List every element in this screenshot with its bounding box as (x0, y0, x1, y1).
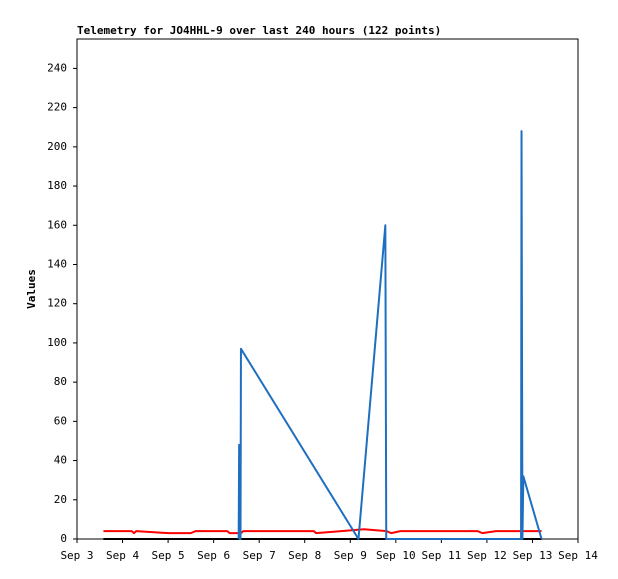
x-tick-label: Sep 5 (152, 549, 185, 562)
x-tick-label: Sep 14 (558, 549, 598, 562)
y-tick-label: 240 (47, 61, 67, 74)
y-tick-label: 40 (54, 454, 67, 467)
x-tick-label: Sep 4 (106, 549, 139, 562)
series-line (103, 528, 542, 535)
y-axis-label: Values (25, 269, 38, 309)
series-line (237, 130, 543, 540)
x-tick-label: Sep 9 (334, 549, 367, 562)
y-tick-label: 80 (54, 375, 67, 388)
y-tick-label: 200 (47, 140, 67, 153)
x-tick-label: Sep 11 (421, 549, 461, 562)
x-tick-label: Sep 6 (197, 549, 230, 562)
y-tick-label: 140 (47, 257, 67, 270)
y-tick-label: 180 (47, 179, 67, 192)
y-tick-label: 0 (60, 532, 67, 545)
y-tick-label: 160 (47, 218, 67, 231)
plot-frame (76, 38, 579, 540)
y-tick-label: 20 (54, 493, 67, 506)
x-tick-label: Sep 7 (243, 549, 276, 562)
x-tick-label: Sep 8 (288, 549, 321, 562)
y-tick-label: 120 (47, 297, 67, 310)
y-tick-label: 220 (47, 101, 67, 114)
x-tick-label: Sep 12 (467, 549, 507, 562)
x-tick-label: Sep 10 (376, 549, 416, 562)
y-tick-label: 100 (47, 336, 67, 349)
y-tick-label: 60 (54, 414, 67, 427)
chart-title: Telemetry for JO4HHL-9 over last 240 hou… (77, 24, 441, 37)
x-tick-label: Sep 13 (513, 549, 553, 562)
x-tick-label: Sep 3 (60, 549, 93, 562)
